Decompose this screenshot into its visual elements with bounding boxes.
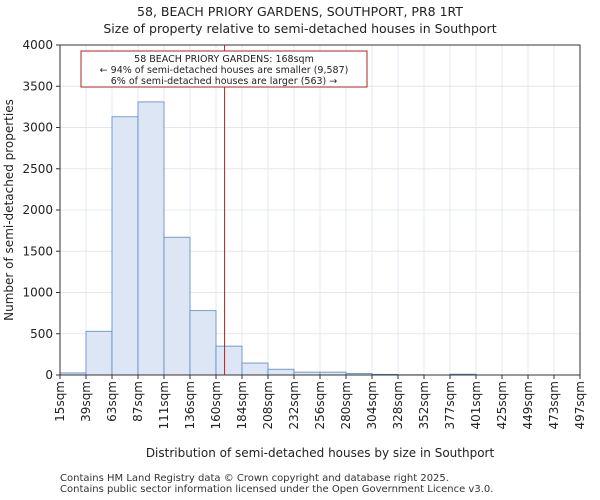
x-tick-label: 256sqm: [313, 381, 327, 429]
x-tick-label: 136sqm: [183, 381, 197, 429]
y-tick-label: 0: [45, 368, 53, 382]
y-tick-label: 2000: [22, 203, 53, 217]
x-tick-label: 425sqm: [495, 381, 509, 429]
x-tick-label: 15sqm: [53, 381, 67, 422]
x-tick-label: 63sqm: [105, 381, 119, 422]
footer-line-2: Contains public sector information licen…: [60, 484, 494, 495]
x-tick-label: 111sqm: [157, 381, 171, 429]
x-tick-label: 208sqm: [261, 381, 275, 429]
y-tick-label: 2500: [22, 162, 53, 176]
x-tick-label: 87sqm: [131, 381, 145, 422]
x-tick-label: 377sqm: [443, 381, 457, 429]
histogram-bar: [111, 116, 139, 376]
y-tick-label: 1500: [22, 244, 53, 258]
x-tick-label: 184sqm: [235, 381, 249, 429]
x-tick-label: 449sqm: [521, 381, 535, 429]
annotation-line-1: 58 BEACH PRIORY GARDENS: 168sqm: [134, 54, 314, 65]
x-tick-label: 304sqm: [365, 381, 379, 429]
y-tick-label: 4000: [22, 38, 53, 52]
histogram-bar: [215, 345, 243, 376]
y-tick-label: 500: [30, 327, 53, 341]
x-tick-label: 401sqm: [469, 381, 483, 429]
chart-subtitle: Size of property relative to semi-detach…: [103, 21, 497, 36]
histogram-bar: [241, 362, 269, 376]
footer-line-1: Contains HM Land Registry data © Crown c…: [60, 473, 449, 484]
x-tick-label: 232sqm: [287, 381, 301, 429]
histogram-bar: [267, 368, 295, 376]
y-tick-label: 3000: [22, 121, 53, 135]
histogram-bar: [85, 330, 113, 376]
annotation-line-3: 6% of semi-detached houses are larger (5…: [111, 76, 338, 87]
y-tick-label: 1000: [22, 286, 53, 300]
x-tick-label: 352sqm: [417, 381, 431, 429]
histogram-bar: [189, 310, 217, 376]
annotation-line-2: ← 94% of semi-detached houses are smalle…: [100, 65, 349, 76]
x-tick-label: 473sqm: [547, 381, 561, 429]
x-tick-label: 280sqm: [339, 381, 353, 429]
x-tick-label: 39sqm: [79, 381, 93, 422]
histogram-bar: [137, 101, 165, 376]
histogram-bar: [163, 236, 191, 376]
x-axis-label: Distribution of semi-detached houses by …: [146, 446, 495, 460]
chart-title: 58, BEACH PRIORY GARDENS, SOUTHPORT, PR8…: [137, 4, 463, 19]
x-tick-label: 328sqm: [391, 381, 405, 429]
annotation-box: [80, 50, 368, 88]
y-axis-label: Number of semi-detached properties: [2, 99, 16, 321]
annotation: 58 BEACH PRIORY GARDENS: 168sqm ← 94% of…: [80, 50, 368, 88]
x-tick-label: 160sqm: [209, 381, 223, 429]
x-tick-label: 497sqm: [573, 381, 587, 429]
axes: 0 500 1000 1500 2000 2500 3000 3500 4000 15sqm 39s…: [22, 38, 587, 429]
y-tick-label: 3500: [22, 79, 53, 93]
